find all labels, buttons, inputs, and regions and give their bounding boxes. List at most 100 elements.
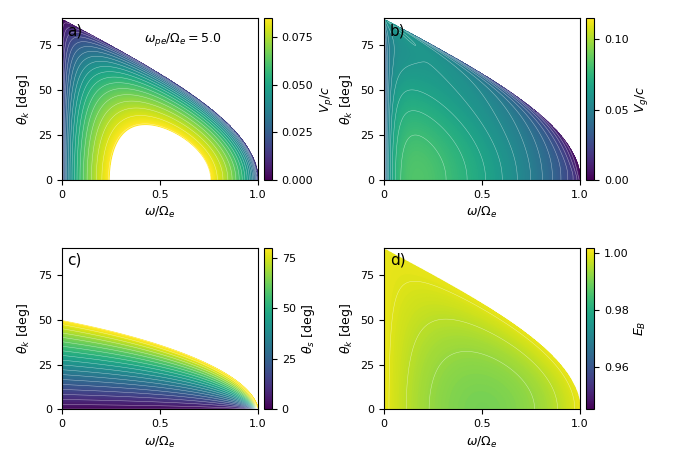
Point (378, 406, 389, 413)
Point (56, 176, 67, 183)
Point (56, 406, 67, 413)
Point (56, 176, 67, 183)
Point (56, 406, 67, 413)
X-axis label: $\omega/\Omega_e$: $\omega/\Omega_e$ (144, 205, 175, 220)
Point (56, 176, 67, 183)
Point (378, 176, 389, 183)
Point (56, 176, 67, 183)
Point (56, 406, 67, 413)
Point (378, 176, 389, 183)
Point (56, 176, 67, 183)
Point (378, 176, 389, 183)
Point (378, 406, 389, 413)
Point (56, 176, 67, 183)
Point (378, 406, 389, 413)
Point (56, 176, 67, 183)
Point (378, 406, 389, 413)
Point (378, 406, 389, 413)
Point (378, 176, 389, 183)
Point (56, 406, 67, 413)
Point (378, 176, 389, 183)
Point (56, 406, 67, 413)
Point (378, 406, 389, 413)
Point (56, 176, 67, 183)
Point (378, 406, 389, 413)
Point (56, 176, 67, 183)
Point (378, 176, 389, 183)
Point (378, 406, 389, 413)
Point (56, 406, 67, 413)
Point (378, 176, 389, 183)
Point (378, 406, 389, 413)
Point (378, 406, 389, 413)
Point (56, 406, 67, 413)
Point (378, 176, 389, 183)
Point (56, 406, 67, 413)
Point (56, 406, 67, 413)
Point (378, 176, 389, 183)
Point (56, 176, 67, 183)
Point (56, 176, 67, 183)
Point (56, 176, 67, 183)
Point (56, 176, 67, 183)
Point (56, 176, 67, 183)
Point (378, 176, 389, 183)
Point (56, 176, 67, 183)
Point (378, 176, 389, 183)
Point (378, 176, 389, 183)
Point (56, 176, 67, 183)
Point (378, 406, 389, 413)
Point (378, 406, 389, 413)
Point (56, 176, 67, 183)
Point (56, 176, 67, 183)
Point (378, 176, 389, 183)
Point (56, 176, 67, 183)
Point (56, 176, 67, 183)
Point (378, 176, 389, 183)
Point (378, 406, 389, 413)
Point (56, 176, 67, 183)
Point (56, 406, 67, 413)
Point (378, 406, 389, 413)
Point (378, 406, 389, 413)
Point (56, 176, 67, 183)
Point (378, 176, 389, 183)
Point (378, 406, 389, 413)
Point (378, 406, 389, 413)
Point (378, 176, 389, 183)
Point (56, 406, 67, 413)
Point (56, 176, 67, 183)
Point (378, 406, 389, 413)
Point (56, 406, 67, 413)
Point (378, 406, 389, 413)
Point (56, 176, 67, 183)
Point (56, 176, 67, 183)
Point (56, 176, 67, 183)
Point (378, 406, 389, 413)
Point (378, 406, 389, 413)
Point (56, 176, 67, 183)
Point (378, 406, 389, 413)
Point (56, 176, 67, 183)
Point (378, 176, 389, 183)
Point (56, 176, 67, 183)
Point (56, 406, 67, 413)
Point (56, 406, 67, 413)
Point (378, 176, 389, 183)
Point (56, 406, 67, 413)
Point (378, 176, 389, 183)
Point (56, 176, 67, 183)
Point (56, 176, 67, 183)
Point (56, 176, 67, 183)
Point (378, 406, 389, 413)
Point (56, 176, 67, 183)
Point (378, 406, 389, 413)
Point (378, 406, 389, 413)
Point (56, 406, 67, 413)
Point (378, 406, 389, 413)
Point (56, 406, 67, 413)
Point (378, 176, 389, 183)
Point (378, 406, 389, 413)
Point (378, 176, 389, 183)
Point (378, 406, 389, 413)
